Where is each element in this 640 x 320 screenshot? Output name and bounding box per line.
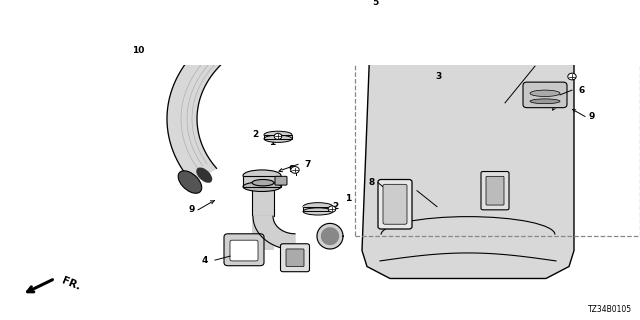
Text: 9: 9: [289, 165, 295, 174]
Ellipse shape: [252, 180, 274, 186]
Ellipse shape: [243, 170, 281, 181]
Text: 1: 1: [345, 194, 351, 203]
Text: 1: 1: [552, 96, 558, 105]
Bar: [252, 216, 274, 250]
Polygon shape: [167, 10, 290, 182]
Text: FR.: FR.: [60, 276, 82, 292]
Bar: [264, 135, 292, 139]
FancyBboxPatch shape: [230, 240, 258, 261]
Text: 2: 2: [252, 130, 258, 139]
FancyBboxPatch shape: [523, 82, 567, 108]
Bar: [303, 206, 333, 212]
Text: 2: 2: [332, 202, 338, 211]
Bar: [252, 183, 274, 216]
FancyBboxPatch shape: [383, 184, 407, 224]
FancyBboxPatch shape: [486, 176, 504, 205]
Polygon shape: [418, 0, 482, 43]
FancyBboxPatch shape: [481, 172, 509, 210]
Bar: [243, 175, 281, 187]
Text: 2: 2: [535, 88, 541, 97]
Text: TZ34B0105: TZ34B0105: [588, 305, 632, 314]
Text: 1: 1: [269, 138, 275, 147]
Bar: [264, 135, 292, 139]
Ellipse shape: [264, 135, 292, 142]
FancyBboxPatch shape: [280, 244, 310, 272]
Ellipse shape: [243, 182, 281, 191]
Text: 4: 4: [202, 256, 208, 265]
Circle shape: [274, 133, 282, 140]
FancyBboxPatch shape: [286, 249, 304, 267]
Polygon shape: [362, 43, 574, 278]
Circle shape: [568, 73, 576, 80]
Bar: [355, 0, 640, 236]
Bar: [303, 207, 333, 212]
Polygon shape: [253, 216, 295, 250]
Circle shape: [328, 206, 336, 212]
Text: 9: 9: [589, 112, 595, 121]
Polygon shape: [321, 228, 339, 244]
Ellipse shape: [264, 131, 292, 138]
FancyBboxPatch shape: [224, 234, 264, 266]
Text: 6: 6: [579, 86, 585, 95]
Ellipse shape: [530, 90, 560, 97]
Text: 7: 7: [305, 160, 311, 169]
Text: 10: 10: [132, 46, 144, 55]
Ellipse shape: [303, 208, 333, 215]
Text: 3: 3: [435, 72, 441, 81]
FancyBboxPatch shape: [378, 180, 412, 229]
Ellipse shape: [274, 18, 302, 26]
Text: 9: 9: [189, 205, 195, 214]
FancyBboxPatch shape: [275, 176, 287, 185]
Circle shape: [291, 167, 300, 173]
Text: 5: 5: [372, 0, 378, 7]
Bar: [243, 175, 281, 187]
Text: 8: 8: [369, 178, 375, 187]
Polygon shape: [427, 0, 472, 42]
Polygon shape: [317, 223, 343, 249]
Ellipse shape: [303, 203, 333, 211]
Ellipse shape: [196, 167, 212, 183]
Ellipse shape: [178, 171, 202, 193]
Circle shape: [211, 4, 219, 11]
Ellipse shape: [530, 99, 560, 104]
